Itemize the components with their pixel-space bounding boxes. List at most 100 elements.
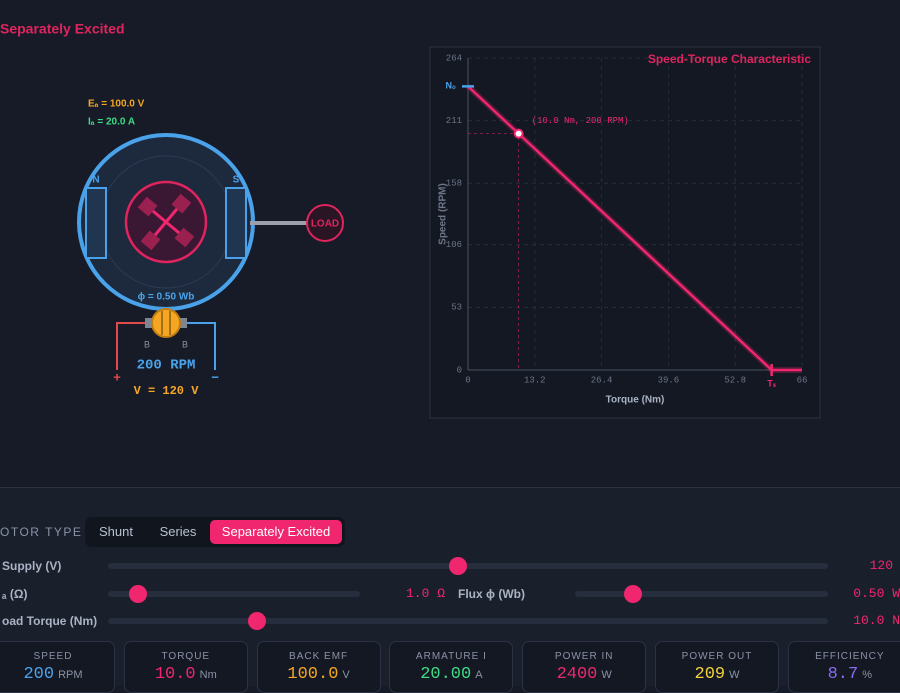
north-pole — [85, 187, 107, 259]
positive-lead — [116, 322, 150, 370]
slider-label: Flux ϕ (Wb) — [458, 587, 525, 601]
stat-value: 2400 — [556, 665, 598, 684]
y-tick-label: 106 — [446, 240, 462, 250]
slider-track[interactable] — [575, 591, 828, 597]
stat-unit: W — [729, 669, 740, 681]
stall-label: Tₛ — [767, 378, 776, 388]
x-tick-label: 26.4 — [591, 375, 613, 385]
slider-thumb[interactable] — [624, 585, 642, 603]
tab-group: Shunt Series Separately Excited — [85, 517, 345, 547]
stat-value-row: 209 W — [656, 665, 778, 684]
voltage-label: V = 120 V — [134, 384, 200, 398]
load — [306, 204, 344, 242]
mode-title: Separately Excited — [0, 21, 125, 37]
y-tick-label: 211 — [446, 116, 462, 126]
y-tick-label: 53 — [451, 303, 462, 313]
stat-unit: V — [342, 669, 350, 681]
y-tick-label: 264 — [446, 53, 462, 63]
stat-value: 100.0 — [287, 665, 339, 684]
slider-thumb[interactable] — [248, 612, 266, 630]
stat-value-row: 10.0 Nm — [125, 665, 247, 684]
stat-label: ARMATURE I — [415, 651, 487, 662]
rotor-windings — [137, 193, 195, 251]
slider-label: ₐ (Ω) — [2, 587, 28, 601]
slider-thumb[interactable] — [449, 557, 467, 575]
slider-track[interactable] — [108, 618, 828, 624]
point-label: (10.0 Nm, 200 RPM) — [532, 116, 629, 126]
stat-card: POWER OUT 209 W — [655, 641, 779, 693]
slider-label: oad Torque (Nm) — [2, 614, 98, 628]
commutator — [151, 308, 181, 338]
control-panel: OTOR TYPE Shunt Series Separately Excited … — [0, 487, 900, 693]
plot-title: Speed-Torque Characteristic — [648, 52, 811, 66]
stat-value: 8.7 — [827, 665, 859, 684]
negative-lead — [182, 322, 216, 370]
slider-track[interactable] — [108, 591, 360, 597]
south-pole — [225, 187, 247, 259]
stat-unit: W — [601, 669, 612, 681]
slider-value: 120 — [869, 558, 893, 573]
slider-track[interactable] — [108, 563, 828, 569]
slider-value: 0.50 W — [853, 586, 900, 601]
stat-unit: Nm — [199, 669, 217, 681]
load-label: LOAD — [311, 219, 339, 230]
stat-value-row: 20.00 A — [390, 665, 512, 684]
stat-card: BACK EMF 100.0 V — [256, 641, 381, 693]
stat-card: POWER IN 2400 W — [522, 641, 647, 693]
flux-label: ϕ = 0.50 Wb — [138, 292, 195, 303]
stat-card: TORQUE 10.0 Nm — [123, 641, 248, 693]
slider-thumb[interactable] — [129, 585, 147, 603]
y-axis-label: Speed (RPM) — [438, 183, 449, 245]
x-tick-label: 52.8 — [724, 375, 746, 385]
emf-label: Eₐ = 100.0 V — [88, 99, 145, 110]
operating-point — [513, 128, 524, 139]
stat-value: 10.0 — [154, 665, 196, 684]
stat-card: ARMATURE I 20.00 A — [389, 641, 514, 693]
stat-label: EFFICIENCY — [815, 651, 885, 662]
brush-label: B — [182, 339, 188, 349]
x-tick-label: 39.6 — [658, 375, 680, 385]
stat-label: POWER OUT — [681, 651, 753, 662]
stat-card: SPEED 200 RPM — [0, 641, 115, 693]
north-label: N — [92, 175, 99, 186]
stat-value-row: 8.7% — [789, 665, 900, 684]
stat-label: TORQUE — [161, 651, 211, 662]
stat-value: 20.00 — [420, 665, 472, 684]
x-tick-label: 0 — [465, 375, 470, 385]
stat-value: 209 — [694, 665, 726, 684]
current-label: Iₐ = 20.0 A — [88, 117, 135, 128]
brush-label: B — [144, 339, 150, 349]
top-area: Separately Excited Eₐ = 100.0 V Iₐ = 20.… — [0, 21, 821, 419]
south-label: S — [233, 175, 240, 186]
x-tick-label: 66 — [797, 375, 808, 385]
no-load-label: N₀ — [445, 81, 456, 91]
stat-unit: RPM — [58, 669, 83, 681]
minus-label: − — [211, 369, 219, 384]
y-tick-label: 158 — [446, 179, 462, 189]
slider-label: Supply (V) — [2, 559, 62, 573]
plus-label: + — [113, 369, 121, 384]
stat-card: EFFICIENCY 8.7% — [787, 641, 900, 693]
stat-label: SPEED — [33, 651, 73, 662]
slider-value: 10.0 N — [853, 613, 900, 628]
speed-torque-line — [467, 85, 802, 372]
plot: 0 53 106 158 211 264 0 13.2 26.4 39.6 52.8 66 Speed-… — [438, 52, 812, 405]
motor-type-tab[interactable]: Series — [159, 524, 197, 539]
x-tick-label: 13.2 — [524, 375, 546, 385]
slider-value: 1.0 Ω — [405, 586, 445, 601]
stat-value-row: 100.0 V — [258, 665, 380, 684]
motor-type-tab[interactable]: Separately Excited — [210, 520, 342, 544]
stat-unit: A — [475, 669, 483, 681]
stat-value-row: 2400 W — [523, 665, 645, 684]
stat-label: BACK EMF — [289, 651, 349, 662]
motor-type-tab[interactable]: Shunt — [99, 524, 133, 539]
motor-type-label: OTOR TYPE — [0, 525, 83, 539]
y-tick-label: 0 — [457, 365, 462, 375]
stat-label: POWER IN — [554, 651, 614, 662]
stat-value-row: 200 RPM — [0, 665, 114, 684]
stat-value: 200 — [23, 665, 55, 684]
stat-unit: % — [862, 669, 872, 681]
speed-label: 200 RPM — [137, 358, 196, 374]
